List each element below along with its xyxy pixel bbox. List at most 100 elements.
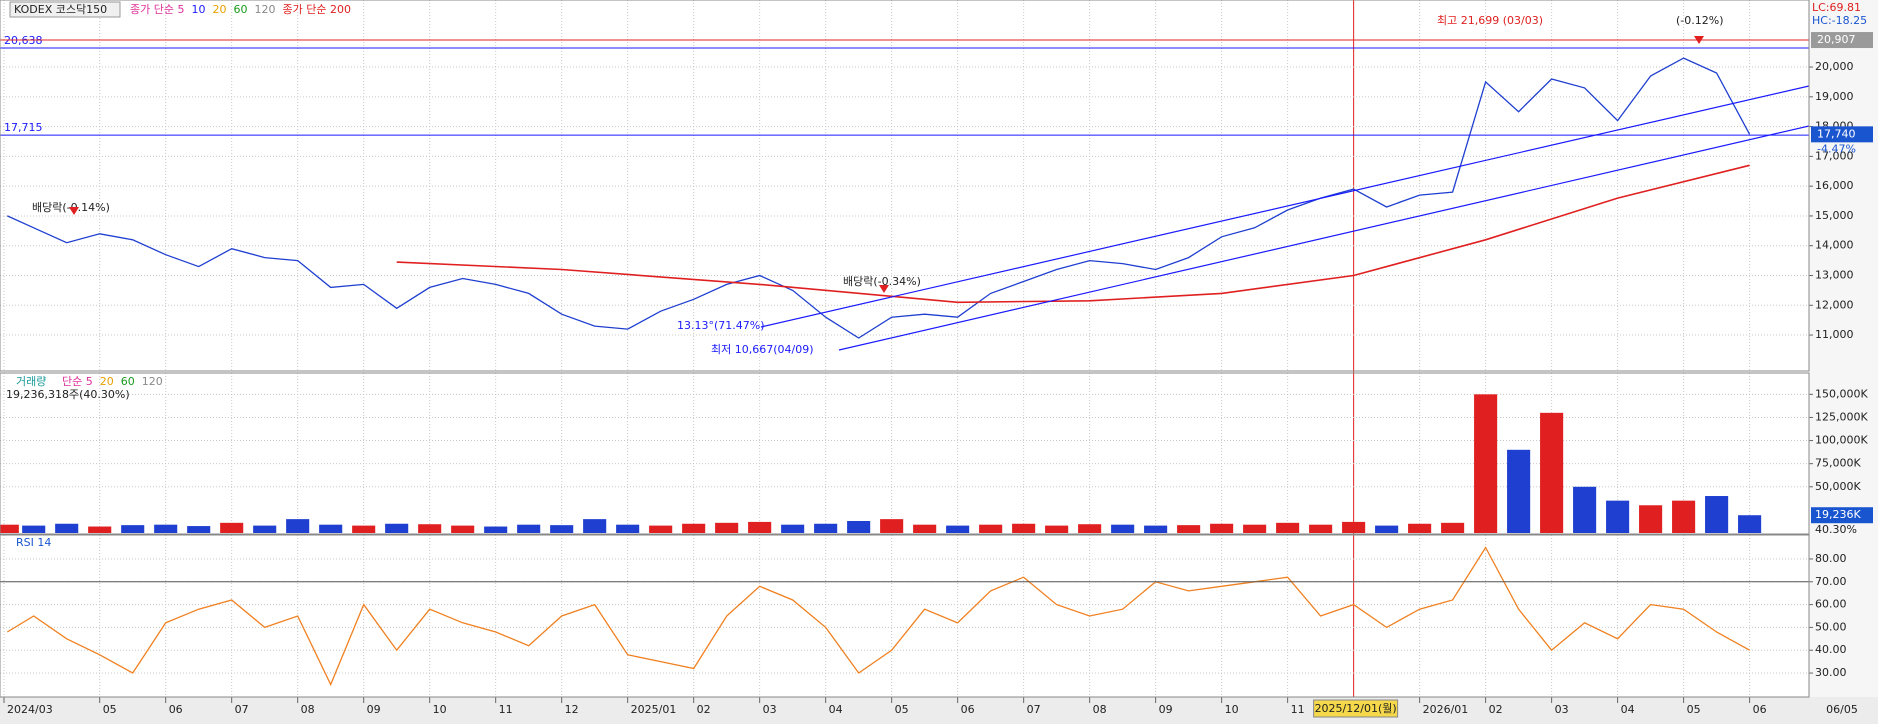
- x-tick-label: 11: [1291, 703, 1305, 716]
- volume-bar: [847, 520, 871, 533]
- x-tick-label: 02: [697, 703, 711, 716]
- volume-bar: [1738, 515, 1762, 533]
- volume-bar: [418, 524, 442, 533]
- y-tick-label: 80.00: [1815, 552, 1847, 565]
- y-tick-label: 125,000K: [1815, 410, 1868, 423]
- volume-bar: [1045, 525, 1069, 533]
- trend-line: [838, 125, 1810, 351]
- volume-bar: [22, 525, 46, 533]
- data-line: [6, 546, 1750, 687]
- y-tick-label: 150,000K: [1815, 387, 1868, 400]
- volume-bar: [319, 524, 343, 533]
- end-label: 06/05: [1826, 703, 1858, 716]
- price-box-label: 17,740: [1817, 127, 1856, 140]
- volume-bar: [814, 523, 838, 533]
- legend-item: 종가 단순 200: [282, 3, 350, 16]
- hc-label: HC:-18.25: [1812, 14, 1867, 27]
- level-label: 17,715: [4, 121, 43, 134]
- x-tick-label: 09: [1159, 703, 1173, 716]
- volume-bar: [517, 524, 541, 533]
- legend-item: 종가 단순 5: [130, 3, 184, 16]
- y-tick-label: 40.00: [1815, 643, 1847, 656]
- annotation: 배당락(-0.34%): [843, 275, 921, 288]
- x-tick-label: 05: [1687, 703, 1701, 716]
- date-axis-area: [0, 697, 1878, 724]
- volume-bar: [1012, 523, 1036, 533]
- volume-bar: [1639, 505, 1663, 533]
- marker: [69, 207, 79, 215]
- level-label: 20,638: [4, 34, 43, 47]
- volume-bar: [781, 524, 805, 533]
- volume-title: 거래량: [16, 375, 46, 388]
- volume-bar: [187, 526, 211, 533]
- volume-bar: [946, 525, 970, 533]
- y-tick-label: 12,000: [1815, 298, 1854, 311]
- volume-bar: [1474, 394, 1498, 533]
- x-tick-label: 2025/01: [631, 703, 677, 716]
- x-tick-label: 2024/03: [7, 703, 53, 716]
- y-tick-label: 70.00: [1815, 575, 1847, 588]
- volume-bar: [121, 525, 145, 533]
- volume-bar: [1705, 496, 1729, 533]
- volume-legend-item: 단순 5: [62, 375, 93, 388]
- volume-bar: [253, 525, 277, 533]
- volume-bar: [286, 519, 310, 533]
- volume-bar: [550, 525, 574, 533]
- x-tick-label: 08: [301, 703, 315, 716]
- volume-bar: [715, 522, 739, 533]
- x-tick-label: 12: [565, 703, 579, 716]
- volume-bar: [1177, 525, 1201, 533]
- volume-bar: [1111, 524, 1135, 533]
- volume-bar: [352, 525, 376, 533]
- rsi-panel-border: [0, 534, 1810, 698]
- y-tick-label: 20,000: [1815, 60, 1854, 73]
- volume-legend-item: 20: [100, 375, 114, 388]
- volume-bar: [1606, 500, 1630, 533]
- volume-bar: [1144, 525, 1168, 533]
- volume-legend-item: 60: [121, 375, 135, 388]
- x-tick-label: 10: [1225, 703, 1239, 716]
- volume-legend-item: 120: [142, 375, 163, 388]
- volume-bar: [55, 523, 79, 533]
- volume-bar: [1441, 522, 1465, 533]
- x-tick-label: 05: [103, 703, 117, 716]
- y-tick-label: 16,000: [1815, 179, 1854, 192]
- x-tick-label: 03: [1555, 703, 1569, 716]
- volume-bar: [1309, 524, 1333, 533]
- legend-item: 60: [233, 3, 247, 16]
- annotation: 13.13°(71.47%): [677, 319, 765, 332]
- y-tick-label: 30.00: [1815, 666, 1847, 679]
- y-tick-label: 11,000: [1815, 328, 1854, 341]
- volume-bar: [0, 524, 19, 533]
- volume-bar: [880, 519, 904, 533]
- volume-bar: [1573, 486, 1597, 533]
- volume-bar: [748, 521, 772, 533]
- price-panel-border: [0, 0, 1810, 372]
- volume-bar: [1078, 524, 1102, 533]
- volume-bar: [682, 523, 706, 533]
- volume-ratio: 40.30%: [1815, 523, 1857, 536]
- cursor-label: 2025/12/01(월): [1315, 702, 1397, 715]
- x-tick-label: 04: [829, 703, 843, 716]
- marker: [1694, 36, 1704, 44]
- volume-bar: [154, 524, 178, 533]
- volume-bar: [1507, 449, 1531, 533]
- legend-item: 10: [191, 3, 205, 16]
- y-tick-label: 17,000: [1815, 149, 1854, 162]
- y-tick-label: 14,000: [1815, 239, 1854, 252]
- cursor-label-box: [1313, 699, 1399, 718]
- y-tick-label: 15,000: [1815, 209, 1854, 222]
- volume-bar: [1672, 500, 1696, 533]
- x-tick-label: 03: [763, 703, 777, 716]
- legend-item: 20: [212, 3, 226, 16]
- y-tick-label: 50.00: [1815, 620, 1847, 633]
- volume-info: 19,236,318주(40.30%): [6, 388, 130, 401]
- volume-bar: [451, 525, 475, 533]
- x-tick-label: 07: [1027, 703, 1041, 716]
- volume-bar: [616, 524, 640, 533]
- volume-panel-border: [0, 372, 1810, 535]
- volume-bar: [1342, 521, 1366, 533]
- price-box: [1811, 126, 1873, 143]
- x-tick-label: 08: [1093, 703, 1107, 716]
